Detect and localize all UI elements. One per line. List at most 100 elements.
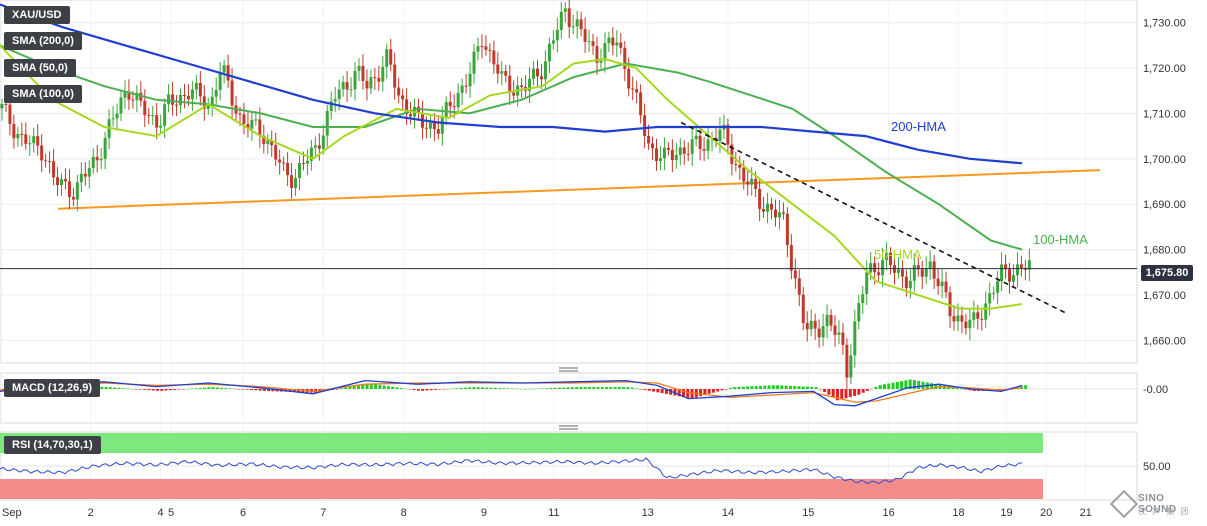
date-tick-label: 5 — [168, 507, 174, 519]
candle-body — [619, 42, 623, 48]
date-tick-label: 16 — [883, 507, 895, 519]
macd-histogram-bar — [682, 389, 686, 398]
candle-body — [528, 78, 532, 91]
sma100-label[interactable]: SMA (100,0) — [4, 85, 82, 103]
macd-histogram-bar — [733, 387, 737, 389]
macd-histogram-bar — [489, 387, 493, 389]
macd-histogram-bar — [211, 387, 215, 389]
macd-histogram-bar — [780, 385, 784, 389]
price-tick-label: 1,680.00 — [1143, 245, 1186, 257]
macd-histogram-bar — [626, 387, 630, 389]
candle-body — [678, 147, 682, 155]
macd-histogram-bar — [374, 384, 378, 389]
macd-histogram-bar — [737, 386, 741, 389]
macd-histogram-bar — [138, 389, 142, 390]
instrument-label[interactable]: XAU/USD — [4, 6, 70, 24]
macd-histogram-bar — [425, 389, 429, 391]
macd-histogram-bar — [934, 383, 938, 389]
candle-body — [869, 263, 873, 273]
macd-histogram-bar — [904, 380, 908, 389]
macd-histogram-bar — [155, 389, 159, 391]
candle-body — [155, 115, 159, 128]
macd-label[interactable]: MACD (12,26,9) — [4, 379, 101, 397]
macd-histogram-bar — [523, 388, 527, 390]
date-tick-label: 18 — [952, 507, 964, 519]
candle-body — [75, 182, 79, 200]
macd-histogram-bar — [895, 381, 899, 389]
candle-body — [397, 87, 401, 96]
sma200-label[interactable]: SMA (200,0) — [4, 32, 82, 50]
candle-body — [964, 321, 968, 329]
macd-histogram-bar — [758, 385, 762, 389]
hma100-line — [0, 44, 1023, 251]
macd-histogram-bar — [609, 387, 613, 389]
macd-histogram-bar — [592, 387, 596, 389]
candle-body — [262, 135, 266, 145]
candle-body — [476, 46, 480, 52]
candle-body — [885, 252, 889, 261]
macd-histogram-bar — [579, 387, 583, 389]
macd-histogram-bar — [438, 389, 442, 390]
macd-histogram-bar — [750, 386, 754, 389]
macd-panel-frame — [0, 372, 1138, 424]
candle-body — [282, 162, 286, 164]
macd-histogram-bar — [930, 383, 934, 389]
hma50-annotation: 50-HMA — [874, 247, 922, 262]
candle-body — [563, 8, 567, 12]
candle-body — [571, 26, 575, 28]
panel-resize-grip[interactable] — [559, 425, 578, 430]
macd-histogram-bar — [130, 388, 134, 390]
macd-histogram-bar — [887, 383, 891, 389]
date-tick-label: 8 — [401, 507, 407, 519]
macd-histogram-bar — [228, 388, 232, 389]
macd-histogram-bar — [378, 384, 382, 389]
candle-body — [833, 325, 837, 335]
panel-resize-grip[interactable] — [559, 367, 578, 372]
candle-body — [484, 46, 488, 50]
macd-histogram-bar — [267, 389, 271, 392]
candle-body — [881, 260, 885, 276]
logo-mark-icon — [1109, 489, 1139, 519]
candle-body — [238, 113, 242, 115]
sma50-label[interactable]: SMA (50,0) — [4, 59, 76, 77]
macd-histogram-bar — [652, 389, 656, 392]
candle-body — [702, 149, 706, 151]
candle-body — [67, 181, 71, 197]
candle-body — [381, 66, 385, 82]
macd-histogram-bar — [442, 389, 446, 390]
macd-histogram-bar — [797, 386, 801, 389]
date-tick-label: 4 — [158, 507, 164, 519]
rsi-label[interactable]: RSI (14,70,30,1) — [4, 436, 101, 454]
candle-body — [496, 64, 500, 74]
macd-histogram-bar — [844, 389, 848, 399]
candle-body — [373, 77, 377, 79]
candle-body — [817, 328, 821, 338]
candle-body — [83, 173, 87, 177]
macd-histogram-bar — [955, 387, 959, 389]
date-tick-label: 13 — [642, 507, 654, 519]
candle-body — [738, 164, 742, 168]
macd-histogram-bar — [143, 389, 147, 390]
candle-body — [448, 101, 452, 107]
candle-body — [920, 269, 924, 277]
candle-body — [1019, 264, 1023, 268]
candle-body — [337, 89, 341, 100]
candle-body — [539, 76, 543, 80]
candle-body — [163, 104, 167, 126]
candle-body — [595, 45, 599, 63]
candle-body — [785, 213, 789, 246]
hma50-line — [0, 44, 1023, 310]
candle-body — [393, 64, 397, 88]
candle-body — [615, 42, 619, 46]
candle-body — [44, 160, 48, 162]
candle-body — [746, 181, 750, 185]
hma200-line — [0, 3, 1023, 165]
candle-body — [694, 135, 698, 140]
current-price-tag: 1,675.80 — [1141, 265, 1193, 281]
candle-body — [127, 91, 131, 100]
candle-body — [111, 118, 115, 120]
price-panel-frame — [0, 0, 1138, 364]
candle-body — [631, 88, 635, 90]
macd-histogram-bar — [194, 388, 198, 389]
macd-histogram-bar — [947, 386, 951, 389]
